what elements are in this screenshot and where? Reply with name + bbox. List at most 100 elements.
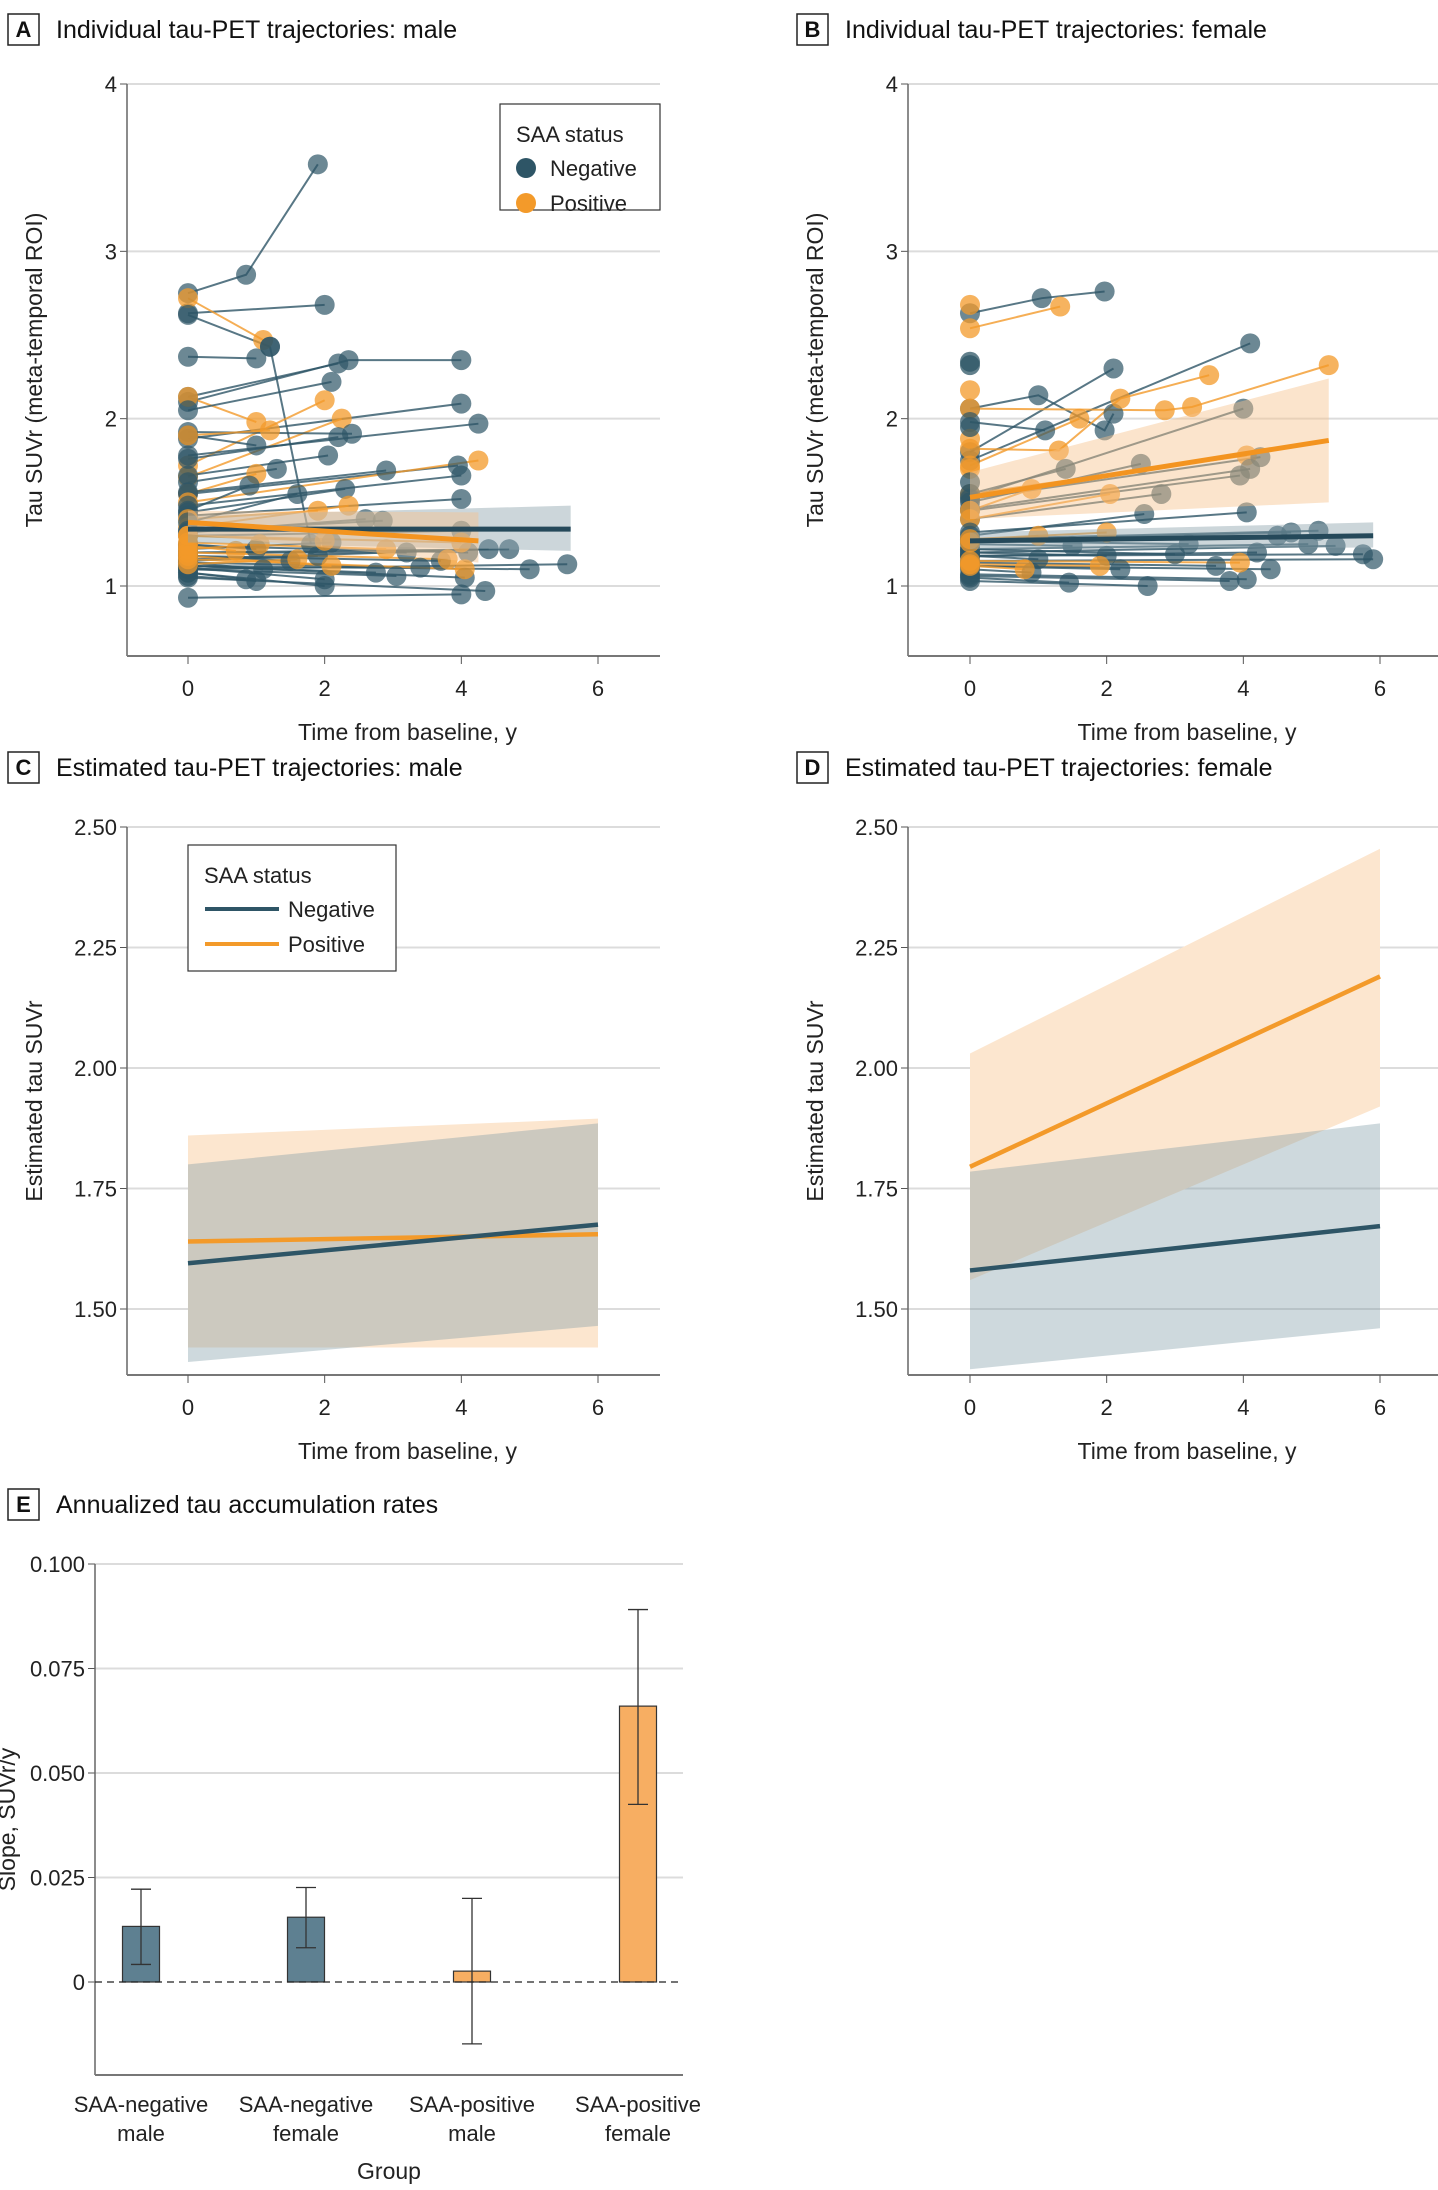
- data-point: [338, 495, 359, 516]
- data-point: [260, 336, 280, 357]
- data-point: [451, 350, 472, 371]
- data-point: [960, 417, 980, 438]
- data-point: [960, 380, 980, 401]
- data-point: [1240, 333, 1261, 354]
- trajectory-line: [969, 492, 1162, 521]
- x-tick-label: 0: [182, 676, 194, 701]
- trajectory-line: [969, 543, 1073, 547]
- y-tick-label: 2.25: [855, 936, 898, 961]
- trajectory-line: [969, 576, 1070, 584]
- trajectory-line: [969, 513, 1145, 537]
- trajectory-line: [187, 469, 387, 494]
- legend-title: SAA status: [204, 863, 312, 888]
- trajectory-line: [187, 395, 257, 423]
- data-point: [1233, 398, 1254, 419]
- data-point: [314, 294, 335, 315]
- data-point: [1229, 552, 1250, 573]
- trajectory-line: [187, 474, 462, 507]
- data-point: [178, 288, 198, 309]
- y-tick-label: 1.50: [855, 1297, 898, 1322]
- y-tick-label: 3: [886, 239, 898, 264]
- data-point: [178, 554, 198, 575]
- category-label-line1: SAA-negative: [74, 2092, 209, 2117]
- x-tick-label: 4: [1237, 1395, 1249, 1420]
- data-point: [960, 532, 980, 553]
- x-axis-label: Time from baseline, y: [1078, 1438, 1297, 1464]
- x-tick-label: 0: [964, 1395, 976, 1420]
- fit-line-positive: [969, 437, 1330, 500]
- data-point: [307, 154, 328, 175]
- panel-e: E Annualized tau accumulation rates 0 0.025…: [0, 1488, 701, 2184]
- data-point: [1014, 559, 1035, 580]
- data-point: [365, 562, 386, 583]
- data-point: [1318, 355, 1339, 376]
- x-tick-label: 2: [1101, 676, 1113, 701]
- trajectory-line: [969, 364, 1330, 412]
- category-label-line2: male: [117, 2121, 165, 2146]
- data-point: [338, 350, 359, 371]
- data-point: [321, 371, 342, 392]
- data-point: [1151, 483, 1172, 504]
- data-point: [1236, 569, 1257, 590]
- data-point: [1094, 281, 1115, 302]
- y-tick-label: 0: [73, 1970, 85, 1995]
- x-axis-label: Group: [357, 2158, 421, 2184]
- series-line-positive: [187, 1232, 599, 1244]
- data-point: [960, 472, 980, 493]
- x-tick-label: 4: [455, 676, 467, 701]
- data-point: [386, 565, 407, 586]
- data-point: [178, 304, 198, 325]
- data-point: [1094, 420, 1115, 441]
- trajectory-line: [969, 374, 1210, 452]
- data-point: [1055, 458, 1076, 479]
- data-point: [236, 569, 257, 590]
- y-axis-label: Estimated tau SUVr: [21, 1000, 47, 1201]
- data-point: [246, 348, 267, 369]
- data-point: [1031, 288, 1052, 309]
- data-point: [307, 500, 328, 521]
- legend-label: Positive: [550, 191, 627, 216]
- data-point: [451, 488, 472, 509]
- data-point: [1059, 572, 1080, 593]
- data-point: [454, 559, 475, 580]
- data-point: [468, 450, 489, 471]
- data-point: [1182, 396, 1203, 417]
- category-label-line2: male: [448, 2121, 496, 2146]
- y-tick-label: 2.50: [74, 815, 117, 840]
- data-point: [557, 554, 578, 575]
- data-point: [1229, 465, 1250, 486]
- panel-title: Estimated tau-PET trajectories: female: [845, 754, 1273, 782]
- x-tick-label: 6: [1374, 676, 1386, 701]
- ci-band-positive: [970, 848, 1380, 1281]
- legend-label: Negative: [550, 156, 637, 181]
- data-point: [178, 346, 198, 367]
- data-point: [260, 420, 280, 441]
- panel-letter: B: [805, 17, 821, 42]
- data-point: [1206, 555, 1226, 576]
- data-point: [287, 549, 308, 570]
- data-point: [451, 393, 472, 414]
- data-point: [1134, 504, 1155, 525]
- data-point: [499, 539, 520, 560]
- x-axis-label: Time from baseline, y: [1078, 719, 1297, 745]
- trajectory-line: [969, 579, 1148, 587]
- data-point: [475, 581, 496, 602]
- trajectory-line: [187, 380, 332, 412]
- data-point: [1069, 408, 1090, 429]
- panel-letter: C: [16, 755, 32, 780]
- plot-area: [960, 281, 1384, 596]
- panel-letter: D: [805, 755, 821, 780]
- ci-band-negative: [970, 522, 1374, 550]
- series-line-positive: [969, 974, 1381, 1169]
- data-point: [960, 550, 980, 571]
- data-point: [225, 540, 246, 561]
- trajectory-line: [969, 467, 1066, 495]
- x-tick-label: 4: [455, 1395, 467, 1420]
- data-point: [1165, 544, 1185, 565]
- data-point: [178, 425, 198, 446]
- y-tick-label: 0.100: [30, 1552, 85, 1577]
- data-point: [478, 539, 499, 560]
- panel-title: Individual tau-PET trajectories: female: [845, 16, 1267, 44]
- trajectory-line: [969, 417, 1080, 467]
- data-point: [376, 539, 397, 560]
